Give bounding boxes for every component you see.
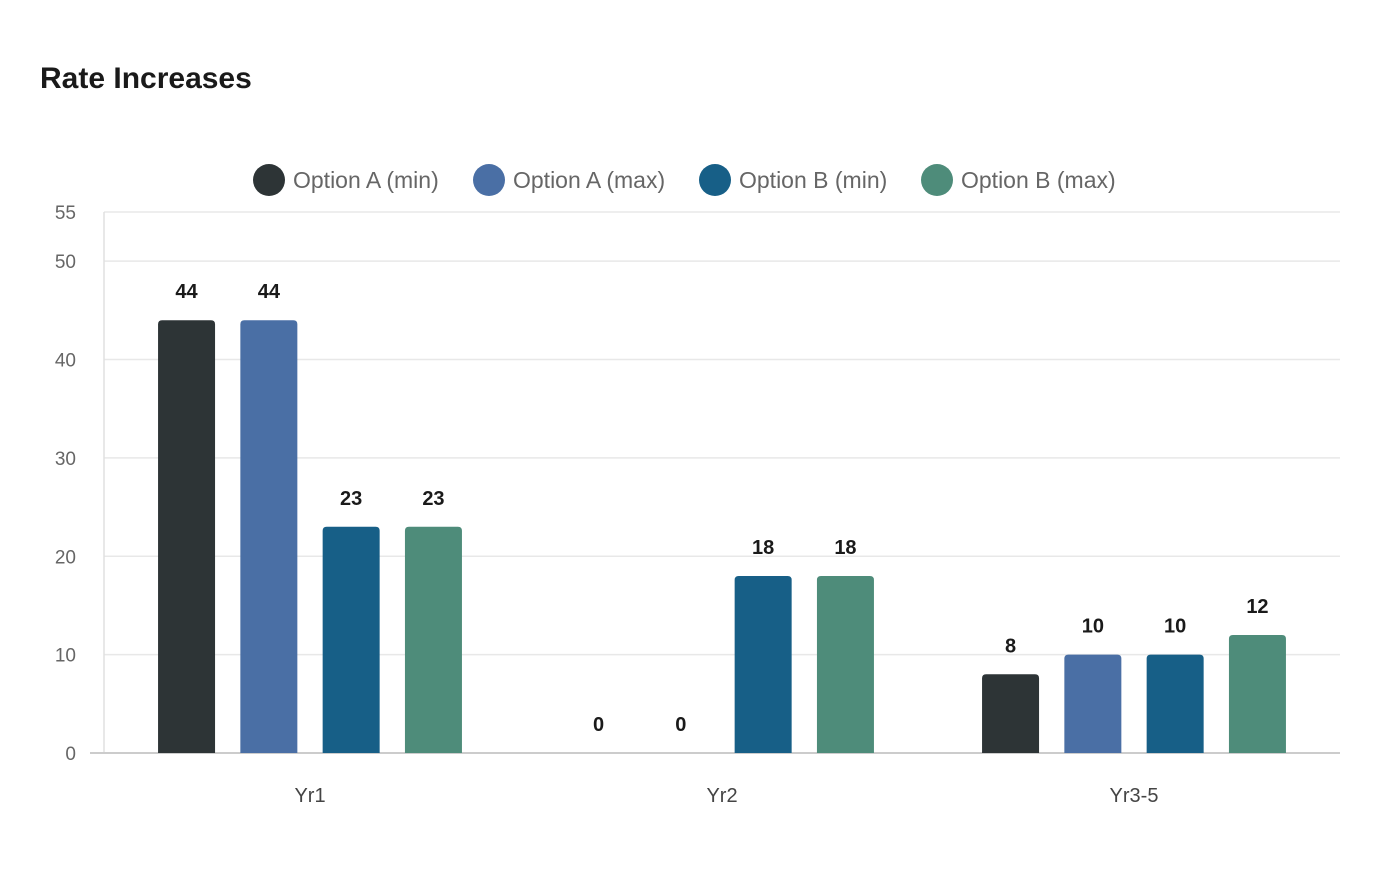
data-label: 10 [1082,616,1104,638]
bar [1228,634,1286,753]
data-label: 44 [175,281,198,303]
y-tick-label: 50 [55,252,76,273]
bar [404,526,462,753]
data-label: 18 [834,537,856,559]
y-tick-label: 30 [55,449,76,470]
bar [1146,654,1204,753]
y-tick-label: 10 [55,646,76,667]
y-tick-label: 55 [55,203,76,224]
bar [322,526,380,753]
bar [158,320,216,753]
data-label: 0 [593,714,604,736]
x-tick-label: Yr1 [294,785,325,807]
data-label: 12 [1246,596,1268,618]
bar [240,320,298,753]
y-tick-label: 0 [65,744,76,765]
x-tick-label: Yr2 [706,785,737,807]
bar [982,674,1040,753]
bar [1064,654,1122,753]
legend-label: Option A (max) [513,167,665,193]
x-tick-label: Yr3-5 [1110,785,1159,807]
y-tick-label: 20 [55,547,76,568]
legend-marker [253,164,285,196]
data-label: 23 [422,488,444,510]
legend-marker [921,164,953,196]
legend-marker [699,164,731,196]
legend-label: Option B (min) [739,167,887,193]
y-tick-label: 40 [55,351,76,372]
data-label: 10 [1164,616,1186,638]
data-label: 18 [752,537,774,559]
data-label: 0 [675,714,686,736]
legend-label: Option B (max) [961,167,1116,193]
legend-marker [473,164,505,196]
bar [734,575,792,753]
chart-title: Rate Increases [40,62,252,95]
data-label: 44 [258,281,281,303]
bar [816,575,874,753]
legend-label: Option A (min) [293,167,439,193]
data-label: 8 [1005,635,1016,657]
data-label: 23 [340,488,362,510]
